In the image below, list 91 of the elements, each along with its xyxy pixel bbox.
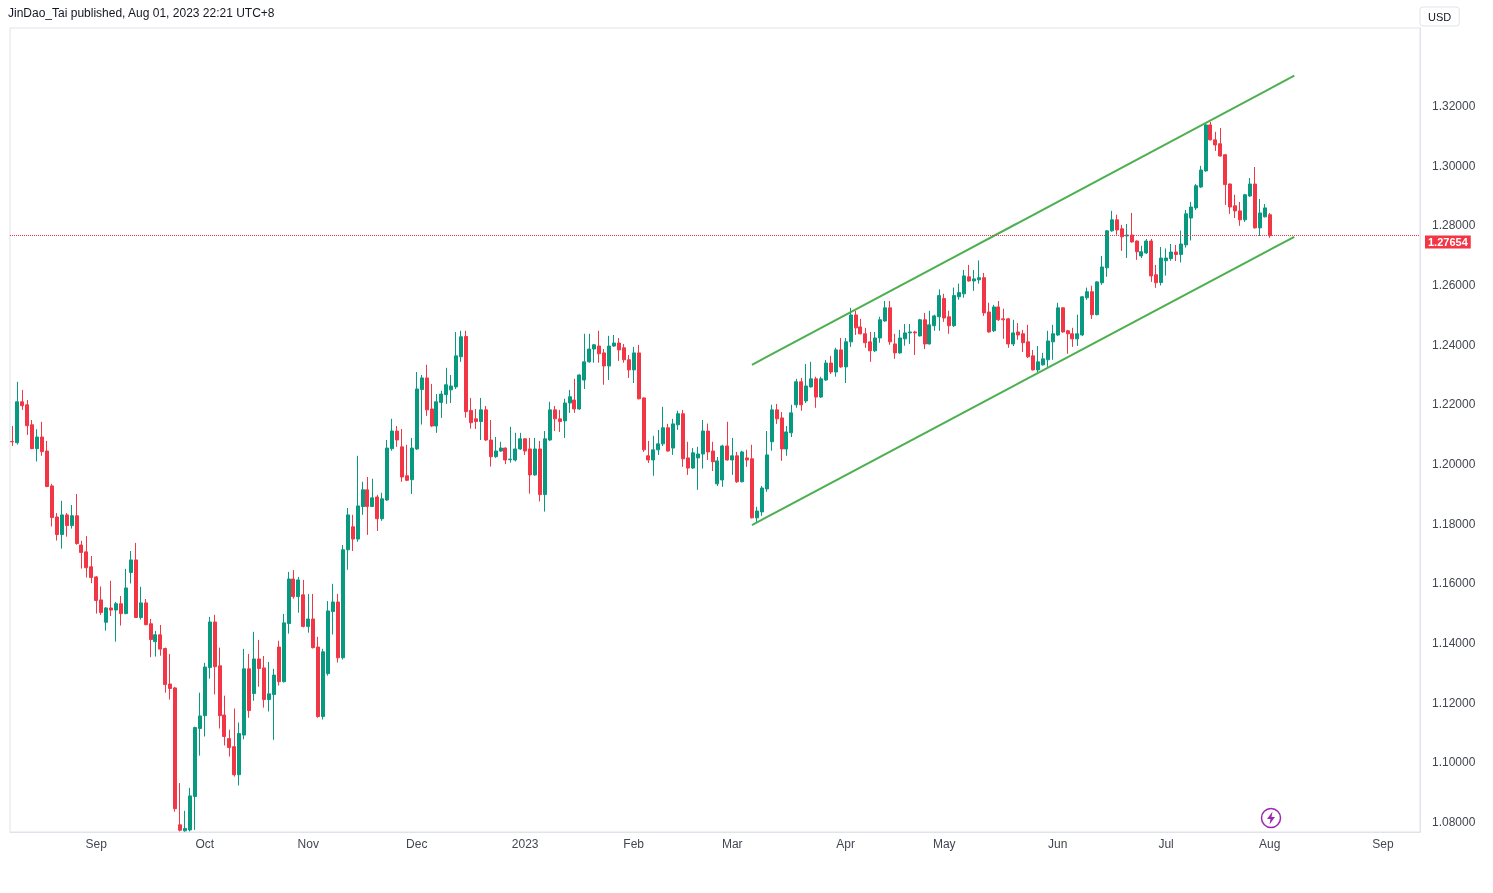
candlestick xyxy=(75,493,79,546)
y-tick-label: 1.12000 xyxy=(1432,695,1476,710)
y-tick-label: 1.24000 xyxy=(1432,337,1476,352)
candlestick xyxy=(730,437,734,476)
candlestick xyxy=(247,653,251,719)
candlestick xyxy=(306,593,310,634)
candlestick xyxy=(829,355,833,375)
candlestick xyxy=(153,630,157,658)
candlestick xyxy=(992,304,996,333)
x-tick-label: Aug xyxy=(1258,837,1281,851)
candlestick xyxy=(632,346,636,384)
x-tick-label: Nov xyxy=(297,837,319,851)
candlestick xyxy=(60,500,64,550)
y-tick-label: 1.26000 xyxy=(1432,277,1476,292)
candlestick xyxy=(10,425,14,447)
candlestick xyxy=(967,264,971,283)
candlestick xyxy=(301,579,305,628)
candlestick xyxy=(839,337,843,369)
candlestick xyxy=(351,514,355,552)
candlestick xyxy=(533,437,537,477)
candlestick xyxy=(814,376,818,409)
candlestick xyxy=(277,640,281,687)
y-tick-label: 1.28000 xyxy=(1432,218,1476,233)
candlestick xyxy=(1174,244,1178,262)
candlestick xyxy=(1125,223,1129,259)
candlestick xyxy=(15,381,19,445)
candlestick xyxy=(336,593,340,664)
candlestick xyxy=(365,476,369,536)
candlestick xyxy=(572,378,576,414)
candlestick xyxy=(666,423,670,453)
candlestick xyxy=(119,595,123,627)
candlestick xyxy=(770,404,774,452)
y-tick-label: 1.08000 xyxy=(1432,814,1476,829)
text: JinDao_Tai published, Aug 01, 2023 22:21 UTC+8 xyxy=(8,6,275,20)
candlestick xyxy=(725,421,729,462)
ref-line-label: 1.27654 xyxy=(1428,236,1469,249)
candlestick xyxy=(538,440,542,502)
candlestick xyxy=(646,440,650,464)
x-tick-label: Dec xyxy=(406,837,428,851)
candlestick xyxy=(134,542,138,619)
candlestick xyxy=(479,397,483,441)
candlestick xyxy=(799,377,803,412)
y-tick-label: 1.14000 xyxy=(1432,635,1476,650)
candlestick xyxy=(794,378,798,409)
candlestick xyxy=(139,586,143,621)
y-tick-label: 1.18000 xyxy=(1432,516,1476,531)
candlestick xyxy=(70,504,74,530)
x-tick-label: Apr xyxy=(836,837,855,851)
candlestick xyxy=(888,300,892,346)
candlestick xyxy=(178,782,182,832)
x-tick-label: 2023 xyxy=(511,837,539,851)
candlestick xyxy=(1011,319,1015,347)
candlestick xyxy=(395,425,399,448)
candlestick xyxy=(114,601,118,643)
x-tick-label: Jul xyxy=(1158,837,1174,851)
candlestick xyxy=(109,580,113,617)
x-tick-label: Jun xyxy=(1047,837,1068,851)
candlestick xyxy=(129,550,133,584)
y-tick-label: 1.32000 xyxy=(1432,98,1476,113)
candlestick xyxy=(252,631,256,702)
candlestick xyxy=(740,450,744,483)
y-tick-label: 1.16000 xyxy=(1432,576,1476,591)
candlestick xyxy=(104,606,108,632)
candlestick xyxy=(291,569,295,600)
candlestick xyxy=(834,347,838,378)
candlestick xyxy=(735,451,739,484)
x-tick-label: Sep xyxy=(1372,837,1395,851)
x-tick-label: Mar xyxy=(721,837,743,851)
y-axis-title: USD xyxy=(1428,10,1452,23)
candlestick xyxy=(296,576,300,614)
x-tick-label: Sep xyxy=(85,837,108,851)
y-tick-label: 1.20000 xyxy=(1432,456,1476,471)
candlestick xyxy=(918,318,922,337)
candlestick xyxy=(503,446,507,465)
x-tick-label: Feb xyxy=(623,837,645,851)
candlestick xyxy=(35,428,39,462)
candlestick xyxy=(913,330,917,356)
candlestick xyxy=(923,312,927,350)
y-tick-label: 1.30000 xyxy=(1432,158,1476,173)
y-tick-label: 1.22000 xyxy=(1432,397,1476,412)
candlestick xyxy=(124,568,128,615)
candlestick xyxy=(1090,285,1094,320)
candlestick xyxy=(65,512,69,538)
candlestick xyxy=(1253,166,1257,229)
candlestick xyxy=(854,310,858,336)
candlestick xyxy=(893,333,897,360)
x-tick-label: May xyxy=(932,837,956,851)
x-tick-label: Oct xyxy=(195,837,215,851)
candlestick xyxy=(370,478,374,508)
y-tick-label: 1.10000 xyxy=(1432,755,1476,770)
candlestick xyxy=(375,494,379,532)
